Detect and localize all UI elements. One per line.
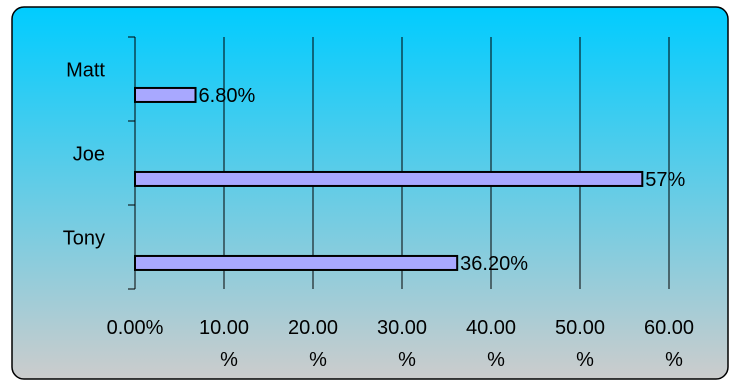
bar-tony[interactable] (134, 254, 459, 271)
data-label-joe: 57% (645, 169, 685, 191)
x-tick-label: 40.00% (466, 317, 516, 371)
x-tick-label: 0.00% (107, 317, 164, 339)
bar-matt[interactable] (134, 86, 197, 103)
category-label-matt: Matt (66, 59, 105, 81)
data-label-matt: 6.80% (199, 85, 256, 107)
bars (134, 86, 644, 271)
data-labels: 36.20% 57% 6.80% (199, 85, 686, 275)
category-label-joe: Joe (73, 143, 105, 165)
data-label-tony: 36.20% (460, 253, 528, 275)
x-tick-label: 30.00% (377, 317, 427, 371)
category-axis (128, 36, 136, 290)
x-tick-label: 10.00% (199, 317, 249, 371)
value-axis-tick-labels: 0.00% 10.00 % 20.00 % 30.00 % 40.00 % 50.00 % 60.00… (107, 317, 694, 371)
bar-joe[interactable] (134, 170, 644, 187)
category-label-tony: Tony (63, 227, 105, 249)
x-tick-label: 60.00% (644, 317, 694, 371)
x-tick-label: 20.00% (288, 317, 338, 371)
gridlines (223, 37, 670, 289)
category-labels: Tony Joe Matt (63, 59, 106, 249)
x-tick-label: 50.00% (555, 317, 605, 371)
